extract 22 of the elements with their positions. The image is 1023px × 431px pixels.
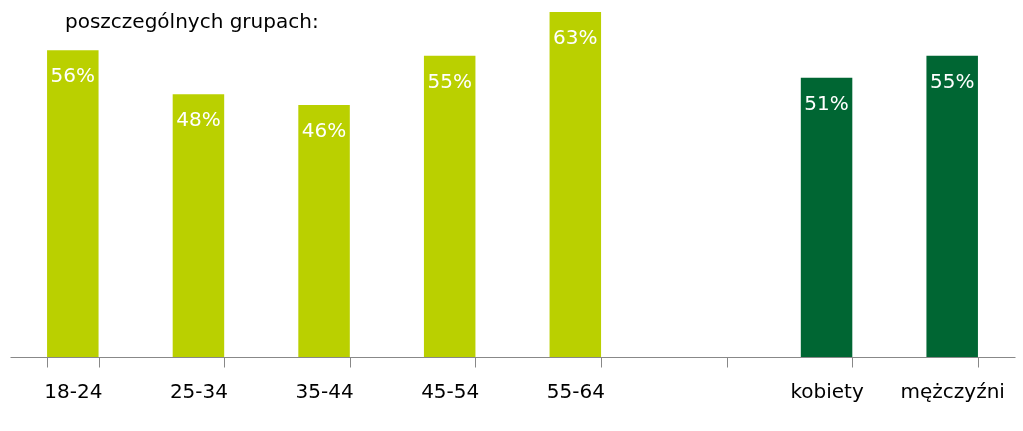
- x-tick-label: 25-34: [169, 378, 228, 403]
- data-label: 51%: [804, 90, 849, 115]
- data-label: 48%: [176, 107, 221, 132]
- chart-title: poszczególnych grupach:: [65, 9, 319, 33]
- bar: [47, 50, 99, 357]
- x-tick-label: 55-64: [546, 378, 605, 403]
- data-label: 55%: [427, 68, 472, 93]
- x-tick-label: 45-54: [421, 378, 480, 403]
- x-tick-label: kobiety: [790, 378, 864, 403]
- data-label: 63%: [553, 25, 598, 49]
- x-tick-label: 18-24: [44, 378, 103, 403]
- data-label: 55%: [929, 68, 975, 93]
- bar: [423, 55, 476, 357]
- data-label: 46%: [301, 118, 347, 143]
- data-label: 56%: [50, 63, 96, 88]
- bar: [298, 105, 350, 357]
- bar: [800, 77, 853, 357]
- x-tick-label: mężczyźni: [900, 378, 1005, 403]
- x-tick-label: 35-44: [295, 378, 354, 403]
- bar: [549, 12, 602, 357]
- bar: [926, 55, 978, 357]
- bar: [172, 94, 225, 357]
